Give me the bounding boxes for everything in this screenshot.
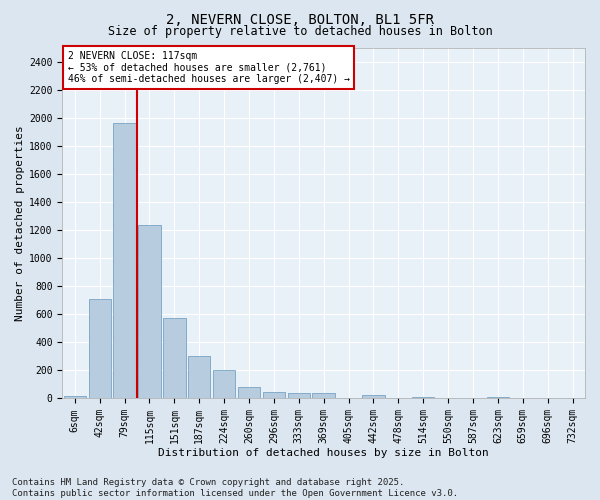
Bar [287, 394, 310, 398]
Text: Size of property relative to detached houses in Bolton: Size of property relative to detached ho… [107, 25, 493, 38]
Bar [238, 387, 260, 398]
Bar [313, 394, 335, 398]
Bar [163, 318, 185, 398]
Bar [263, 392, 285, 398]
Bar [213, 370, 235, 398]
Bar [412, 396, 434, 398]
Text: Contains HM Land Registry data © Crown copyright and database right 2025.
Contai: Contains HM Land Registry data © Crown c… [12, 478, 458, 498]
Bar [113, 124, 136, 398]
Bar [487, 396, 509, 398]
Text: 2, NEVERN CLOSE, BOLTON, BL1 5FR: 2, NEVERN CLOSE, BOLTON, BL1 5FR [166, 12, 434, 26]
Y-axis label: Number of detached properties: Number of detached properties [15, 125, 25, 321]
Bar [188, 356, 211, 399]
Text: 2 NEVERN CLOSE: 117sqm
← 53% of detached houses are smaller (2,761)
46% of semi-: 2 NEVERN CLOSE: 117sqm ← 53% of detached… [68, 51, 350, 84]
Bar [362, 395, 385, 398]
Bar [89, 298, 111, 398]
X-axis label: Distribution of detached houses by size in Bolton: Distribution of detached houses by size … [158, 448, 489, 458]
Bar [64, 396, 86, 398]
Bar [138, 225, 161, 398]
